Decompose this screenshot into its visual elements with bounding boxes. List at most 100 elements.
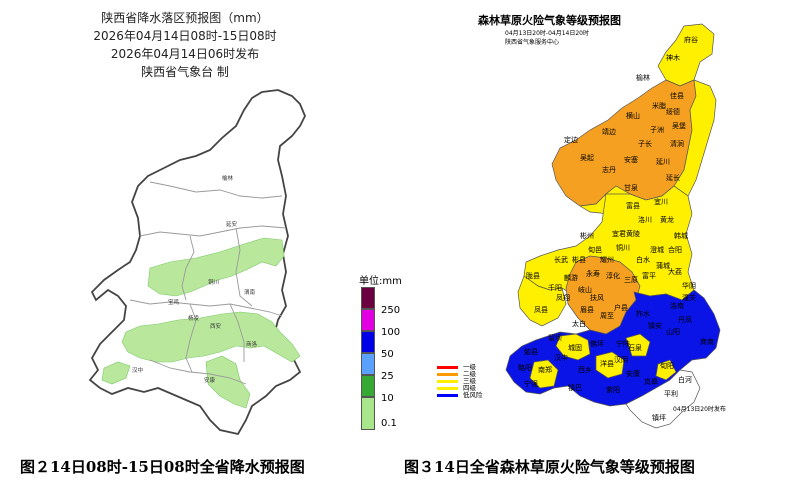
- fire-legend-swatch-2: [437, 373, 458, 376]
- fire-legend-label: 一级: [463, 363, 476, 371]
- county-label: 大荔: [668, 267, 682, 276]
- county-label: 镇安: [648, 321, 662, 330]
- place-label: 西安: [210, 322, 222, 330]
- county-label: 宜君: [612, 229, 626, 238]
- county-label: 华阴: [682, 281, 696, 290]
- legend-label: 250: [381, 305, 401, 316]
- county-label: 榆林: [636, 73, 650, 82]
- county-label: 府谷: [684, 35, 698, 44]
- fire-legend-swatch-3: [437, 380, 458, 383]
- county-label: 略阳: [518, 363, 532, 372]
- county-label: 平利: [664, 389, 678, 398]
- county-label: 凤县: [534, 306, 548, 314]
- fire-valid-period: 04月13日20时-04月14日20时: [505, 30, 589, 37]
- county-label: 洛南: [670, 301, 684, 310]
- caption-right: 图３14日全省森林草原火险气象等级预报图: [404, 458, 695, 476]
- county-label: 甘泉: [624, 183, 638, 192]
- county-label: 淳化: [606, 271, 620, 280]
- place-label: 渭南: [244, 288, 256, 296]
- county-label: 彬州: [580, 231, 594, 240]
- legend-swatch-100: [361, 309, 375, 331]
- county-label: 岐山: [578, 285, 592, 294]
- precip-issuer: 陕西省气象台 制: [141, 65, 229, 79]
- county-label: 合阳: [668, 245, 682, 254]
- county-label: 澄城: [650, 245, 664, 254]
- place-label: 杨凌: [188, 314, 200, 322]
- place-label: 安康: [204, 376, 216, 384]
- county-label: 耀州: [600, 255, 614, 264]
- county-label: 千阳: [548, 283, 562, 292]
- county-label: 黄龙: [660, 215, 674, 224]
- county-label: 富平: [642, 271, 656, 280]
- county-label: 长武: [554, 255, 568, 264]
- place-label: 汉中: [132, 366, 143, 374]
- county-label: 勉县: [524, 347, 538, 356]
- fire-legend-label: 三级: [463, 377, 476, 385]
- county-label: 吴堡: [672, 121, 686, 130]
- legend-swatch-10: [361, 375, 375, 397]
- county-label: 城固: [568, 344, 582, 352]
- precip-issue-time: 2026年04月14日06时发布: [110, 47, 260, 61]
- county-label: 佛坪: [590, 339, 604, 348]
- fire-issuer: 陕西省气象服务中心: [505, 39, 560, 46]
- county-label: 商南: [700, 337, 714, 346]
- county-label: 子洲: [650, 126, 664, 134]
- county-label: 富县: [626, 201, 640, 210]
- precip-map: 榆林 延安 铜川 渭南 西安 宝鸡 商洛 汉中 安康 杨凌: [88, 89, 306, 436]
- place-label: 铜川: [208, 278, 219, 286]
- county-label: 石泉: [628, 343, 642, 352]
- county-label: 蒲城: [656, 261, 670, 270]
- legend-swatch-0-1: [361, 397, 375, 430]
- legend-swatch-50: [361, 331, 375, 353]
- county-label: 丹凤: [678, 316, 692, 324]
- fire-legend-label: 二级: [463, 370, 476, 378]
- fire-legend-label: 四级: [463, 384, 476, 392]
- county-label: 洛川: [638, 215, 652, 224]
- fire-legend-swatch-4: [437, 387, 458, 390]
- county-label: 留坝: [548, 333, 562, 342]
- county-label: 黄陵: [626, 229, 640, 238]
- county-label: 吴起: [580, 154, 594, 162]
- legend-label: 10: [381, 393, 394, 404]
- county-label: 南郑: [538, 365, 552, 374]
- county-label: 延川: [656, 157, 670, 166]
- county-label: 洋县: [600, 359, 614, 368]
- county-label: 岚皋: [644, 377, 658, 386]
- fire-issue-time: 04月13日20时发布: [673, 406, 726, 413]
- county-label: 靖边: [602, 127, 616, 136]
- county-label: 镇巴: [568, 383, 582, 392]
- county-label: 汉阴: [614, 355, 628, 364]
- county-label: 三原: [624, 276, 638, 284]
- county-label: 眉县: [580, 306, 594, 314]
- county-label: 定边: [564, 135, 578, 144]
- place-label: 延安: [226, 220, 238, 228]
- county-label: 铜川: [616, 243, 630, 252]
- county-label: 太白: [572, 319, 586, 328]
- legend-label: 25: [381, 371, 394, 382]
- county-label: 佳县: [670, 91, 684, 100]
- precip-valid-period: 2026年04月14日08时-15日08时: [93, 29, 277, 43]
- fire-legend-swatch-low: [437, 394, 458, 397]
- fire-legend-swatch-1: [437, 366, 458, 369]
- precip-map-title: 陕西省降水落区预报图（mm）: [101, 11, 269, 25]
- legend-swatch-250: [361, 287, 375, 309]
- fire-map-title: 森林草原火险气象等级预报图: [478, 14, 621, 27]
- county-label: 安塞: [624, 155, 638, 164]
- county-label: 横山: [626, 111, 640, 120]
- county-label: 西乡: [578, 366, 592, 374]
- county-label: 凤翔: [556, 293, 570, 302]
- caption-left: 图２14日08时-15日08时全省降水预报图: [20, 458, 305, 476]
- county-label: 神木: [666, 53, 680, 62]
- county-label: 彬县: [572, 255, 586, 264]
- county-label: 旬邑: [588, 245, 602, 254]
- county-label: 户县: [614, 303, 628, 312]
- place-label: 榆林: [222, 174, 234, 182]
- county-label: 陇县: [526, 271, 540, 280]
- legend-label: 50: [381, 349, 394, 360]
- county-label: 柞水: [636, 309, 650, 318]
- county-label: 周至: [600, 312, 614, 320]
- fire-danger-map: 府谷 神木 榆林 佳县 米脂 靖边 横山 子洲 吴堡 绥德 定边 清涧 子长 吴…: [505, 23, 721, 429]
- precip-legend-title: 单位:mm: [359, 276, 402, 287]
- county-label: 永寿: [586, 269, 600, 278]
- place-label: 宝鸡: [168, 298, 180, 306]
